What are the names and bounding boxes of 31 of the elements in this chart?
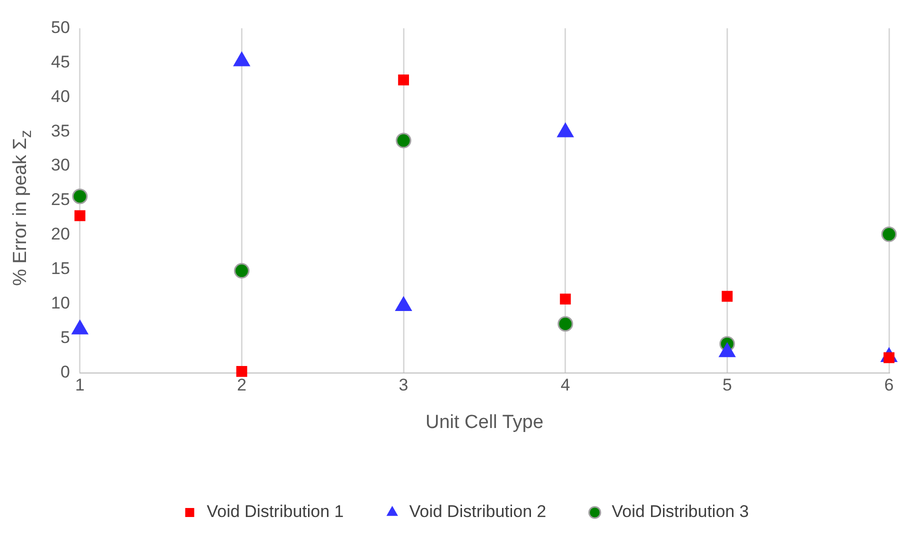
- y-tick-label: 35: [50, 121, 70, 140]
- x-tick-label: 1: [75, 376, 85, 395]
- y-tick-label: 45: [50, 52, 70, 72]
- point: [722, 290, 733, 302]
- point: [881, 226, 897, 242]
- point: [72, 188, 88, 204]
- x-tick-label: 6: [884, 376, 894, 395]
- point: [398, 74, 409, 86]
- x-tick-label: 4: [560, 376, 570, 395]
- y-tick-label: 0: [60, 362, 70, 382]
- y-tick-label: 20: [50, 224, 70, 244]
- point: [234, 263, 250, 279]
- point: [560, 294, 571, 305]
- y-tick-label: 15: [50, 259, 70, 278]
- legend-label: Void Distribution 3: [612, 502, 749, 522]
- x-axis-title: Unit Cell Type: [425, 412, 544, 433]
- point: [236, 366, 248, 377]
- y-tick-label: 25: [50, 190, 70, 210]
- x-tick-label: 5: [722, 376, 732, 395]
- x-tick-label: 2: [236, 376, 246, 395]
- point: [558, 316, 574, 332]
- y-tick-label: 50: [50, 18, 70, 37]
- y-tick-label: 30: [50, 156, 70, 175]
- point: [396, 132, 412, 148]
- y-tick-label: 10: [50, 294, 70, 313]
- legend-label: Void Distribution 2: [409, 502, 546, 522]
- y-tick-label: 5: [60, 328, 70, 348]
- legend-label: Void Distribution 1: [206, 502, 344, 522]
- point: [74, 210, 86, 222]
- y-tick-label: 40: [50, 86, 70, 106]
- x-tick-label: 3: [398, 376, 408, 395]
